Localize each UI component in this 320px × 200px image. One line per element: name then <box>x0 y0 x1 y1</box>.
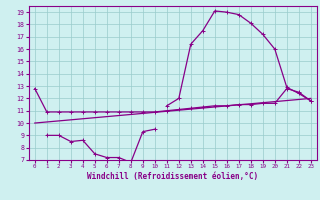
X-axis label: Windchill (Refroidissement éolien,°C): Windchill (Refroidissement éolien,°C) <box>87 172 258 181</box>
